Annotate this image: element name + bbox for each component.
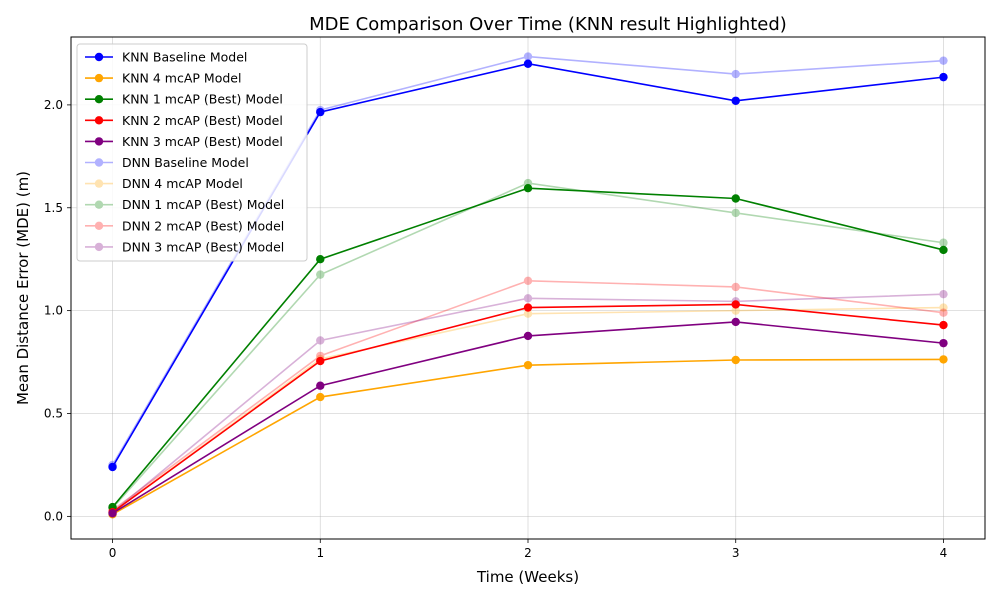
y-axis: 0.0 0.5 1.0 1.5 2.0 bbox=[44, 98, 71, 523]
data-point bbox=[316, 107, 325, 117]
legend-label: DNN 2 mcAP (Best) Model bbox=[122, 218, 284, 233]
data-point bbox=[939, 355, 948, 364]
legend-label: KNN 2 mcAP (Best) Model bbox=[122, 113, 283, 128]
data-point bbox=[523, 331, 533, 341]
y-axis-label: Mean Distance Error (MDE) (m) bbox=[14, 171, 32, 405]
series-3 bbox=[108, 300, 948, 517]
x-tick-label: 3 bbox=[732, 546, 740, 560]
series-4 bbox=[108, 317, 948, 518]
data-point bbox=[731, 300, 740, 309]
x-axis-label: Time (Weeks) bbox=[476, 568, 579, 586]
data-point bbox=[523, 52, 533, 61]
data-point bbox=[731, 96, 740, 105]
legend-marker bbox=[94, 242, 104, 252]
legend-swatch bbox=[85, 73, 113, 83]
legend-label: DNN 1 mcAP (Best) Model bbox=[122, 197, 284, 212]
data-point bbox=[939, 56, 948, 65]
legend-swatch bbox=[85, 200, 113, 209]
chart-title: MDE Comparison Over Time (KNN result Hig… bbox=[309, 14, 787, 35]
data-point bbox=[316, 336, 325, 345]
data-point bbox=[731, 69, 740, 79]
data-point bbox=[939, 289, 948, 299]
data-point bbox=[731, 282, 740, 292]
y-tick-label: 0.0 bbox=[44, 509, 63, 523]
data-point bbox=[731, 306, 740, 315]
data-point bbox=[523, 59, 533, 68]
data-point bbox=[108, 509, 117, 518]
data-point bbox=[939, 308, 948, 317]
series-line bbox=[112, 279, 944, 511]
data-point bbox=[939, 238, 948, 247]
x-tick-label: 2 bbox=[524, 546, 532, 560]
y-tick-label: 0.5 bbox=[44, 407, 63, 421]
data-point bbox=[523, 309, 533, 318]
legend: KNN Baseline Model KNN 4 mcAP Model KNN 1 … bbox=[76, 43, 308, 262]
data-point bbox=[939, 245, 948, 255]
data-point bbox=[523, 276, 533, 285]
legend-label: KNN 3 mcAP (Best) Model bbox=[122, 134, 283, 149]
data-point bbox=[731, 317, 740, 327]
series-2 bbox=[108, 184, 948, 512]
data-point bbox=[316, 392, 325, 402]
legend-marker bbox=[94, 95, 104, 104]
data-point bbox=[523, 184, 533, 193]
data-point bbox=[939, 320, 948, 330]
legend-marker bbox=[94, 52, 104, 62]
legend-label: KNN Baseline Model bbox=[122, 50, 247, 65]
legend-marker bbox=[94, 73, 104, 83]
legend-swatch bbox=[85, 242, 113, 252]
legend-label: KNN 4 mcAP Model bbox=[122, 71, 241, 86]
legend-swatch bbox=[85, 137, 113, 146]
legend-swatch bbox=[85, 116, 113, 125]
legend-label: DNN 3 mcAP (Best) Model bbox=[122, 239, 284, 254]
legend-swatch bbox=[85, 52, 113, 62]
data-point bbox=[523, 303, 533, 312]
series-line bbox=[112, 306, 944, 513]
legend-label: DNN Baseline Model bbox=[122, 155, 249, 170]
x-tick-label: 0 bbox=[109, 546, 117, 560]
legend-marker bbox=[94, 200, 104, 209]
data-point bbox=[108, 462, 117, 472]
legend-marker bbox=[94, 116, 104, 125]
data-point bbox=[316, 381, 325, 390]
y-tick-label: 2.0 bbox=[44, 98, 63, 112]
legend-marker bbox=[94, 179, 104, 188]
y-tick-label: 1.5 bbox=[44, 201, 63, 215]
grid bbox=[71, 37, 985, 539]
data-point bbox=[939, 72, 948, 82]
data-point bbox=[939, 338, 948, 348]
data-point bbox=[316, 356, 325, 366]
legend-swatch bbox=[85, 95, 113, 104]
data-point bbox=[316, 270, 325, 279]
y-tick-label: 1.0 bbox=[44, 304, 63, 318]
data-point bbox=[523, 360, 533, 370]
data-point bbox=[316, 254, 325, 264]
data-point bbox=[731, 355, 740, 365]
series-line bbox=[112, 293, 944, 513]
legend-swatch bbox=[85, 158, 113, 167]
x-tick-label: 4 bbox=[940, 546, 948, 560]
legend-marker bbox=[94, 158, 104, 167]
data-point bbox=[731, 194, 740, 203]
data-point bbox=[939, 303, 948, 312]
legend-box bbox=[76, 43, 308, 262]
legend-swatch bbox=[85, 179, 113, 188]
series-8 bbox=[108, 276, 948, 515]
x-tick-label: 1 bbox=[316, 546, 324, 560]
legend-label: KNN 1 mcAP (Best) Model bbox=[122, 92, 283, 107]
legend-swatch bbox=[85, 221, 113, 230]
x-axis: 0 1 2 3 4 bbox=[109, 539, 948, 560]
legend-marker bbox=[94, 137, 104, 146]
legend-marker bbox=[94, 221, 104, 230]
data-point bbox=[731, 208, 740, 218]
data-point bbox=[523, 294, 533, 303]
series-line bbox=[111, 182, 944, 509]
legend-label: DNN 4 mcAP Model bbox=[122, 176, 243, 191]
